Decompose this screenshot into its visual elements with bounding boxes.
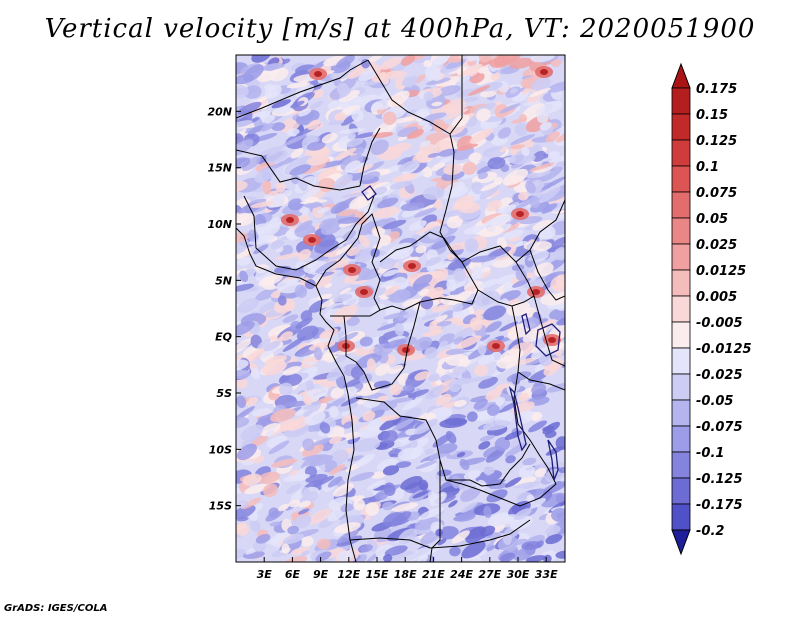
tanzania-border [517, 371, 565, 391]
lon-tick-label: 15E [366, 568, 389, 581]
lon-tick-label: 24E [450, 568, 473, 581]
colorbar-label: 0.175 [696, 82, 737, 97]
lake-malawi [547, 439, 559, 481]
map-frame [235, 54, 566, 563]
colorbar: 0.175 0.15 0.125 0.1 0.075 0.05 0.025 0.0125 0.0… [671, 62, 752, 556]
lake-chad [361, 185, 377, 201]
colorbar-swatch [671, 373, 691, 401]
niger-chad-border [359, 127, 381, 187]
lat-tick-label: 5N [215, 274, 232, 287]
lat-tick-label: 20N [207, 105, 232, 118]
colorbar-label: -0.1 [696, 446, 724, 461]
lat-tick-label: 15S [209, 500, 232, 513]
lon-tick-label: 12E [337, 568, 360, 581]
lakes [361, 185, 561, 481]
colorbar-swatch [671, 269, 691, 297]
drc-east-border [511, 305, 557, 485]
colorbar-top-arrow [671, 62, 691, 89]
colorbar-swatch [671, 503, 691, 531]
colorbar-label: -0.025 [696, 368, 743, 383]
lake-tanganyika [508, 385, 527, 452]
angola-zambia-border [429, 460, 441, 562]
colorbar-swatch [671, 191, 691, 219]
colorbar-swatch [671, 139, 691, 167]
colorbar-label: -0.005 [696, 316, 743, 331]
lon-tick-label: 30E [507, 568, 530, 581]
colorbar-label: 0.075 [696, 186, 737, 201]
colorbar-label: 0.125 [696, 134, 737, 149]
colorbar-label: -0.05 [696, 394, 733, 409]
lon-tick-label: 18E [394, 568, 417, 581]
colorbar-swatch [671, 477, 691, 505]
country-borders [236, 55, 565, 562]
lon-tick-label: 21E [422, 568, 445, 581]
lon-tick-label: 9E [313, 568, 329, 581]
lon-tick-label: 3E [257, 568, 273, 581]
colorbar-label: -0.175 [696, 498, 743, 513]
colorbar-swatch [671, 347, 691, 375]
lake-victoria [535, 323, 561, 357]
ethiopia-west-border [529, 249, 565, 301]
colorbar-swatch [671, 425, 691, 453]
colorbar-bottom-arrow [671, 529, 691, 556]
south-sudan-border [461, 245, 535, 307]
algeria-niger-border [236, 59, 369, 119]
colorbar-swatch [671, 113, 691, 141]
colorbar-label: -0.0125 [696, 342, 752, 357]
chad-sudan-border [439, 151, 463, 263]
colorbar-swatch [671, 217, 691, 245]
colorbar-swatch [671, 243, 691, 271]
mali-niger-border [236, 149, 361, 191]
lon-tick-label: 27E [478, 568, 501, 581]
lon-tick-label: 33E [535, 568, 558, 581]
libya-egypt-border [449, 55, 463, 153]
colorbar-label: 0.1 [696, 160, 719, 175]
uganda-kenya-border [533, 295, 565, 367]
colorbar-label: 0.0125 [696, 264, 746, 279]
namibia-border [349, 519, 531, 549]
colorbar-label: 0.005 [696, 290, 737, 305]
grads-credit: GrADS: IGES/COLA [4, 603, 108, 614]
colorbar-label: 0.05 [696, 212, 728, 227]
colorbar-label: 0.025 [696, 238, 737, 253]
colorbar-swatch [671, 295, 691, 323]
lat-tick-label: 15N [207, 162, 232, 175]
colorbar-swatch [671, 399, 691, 427]
car-border [379, 231, 479, 311]
chart-title: Vertical velocity [m/s] at 400hPa, VT: 2… [44, 14, 756, 44]
lat-tick-label: 10N [207, 218, 232, 231]
lat-tick-label: 5S [216, 387, 232, 400]
velocity-field [236, 55, 565, 562]
lat-tick-label: 10S [209, 443, 232, 456]
lake-albert [521, 313, 531, 336]
lat-tick-label: EQ [215, 331, 232, 344]
zambia-border [445, 479, 557, 507]
cameroon-border [315, 213, 381, 317]
coastline-west [236, 227, 357, 562]
colorbar-label: -0.125 [696, 472, 743, 487]
colorbar-swatch [671, 321, 691, 349]
colorbar-swatch [671, 87, 691, 115]
sudan-ethiopia-border [515, 199, 565, 263]
latitude-axis: 20N 15N 10N 5N EQ 5S 10S 15S [207, 105, 241, 513]
niger-libya-border [367, 59, 451, 135]
colorbar-label: -0.075 [696, 420, 743, 435]
colorbar-swatch [671, 165, 691, 193]
colorbar-swatch [671, 451, 691, 479]
congo-border [343, 301, 421, 391]
longitude-axis: 3E 6E 9E 12E 15E 18E 21E 24E 27E 30E 33E [257, 557, 558, 581]
lon-tick-label: 6E [285, 568, 301, 581]
colorbar-label: -0.2 [696, 524, 724, 539]
colorbar-label: 0.15 [696, 108, 728, 123]
nigeria-border [243, 195, 375, 271]
